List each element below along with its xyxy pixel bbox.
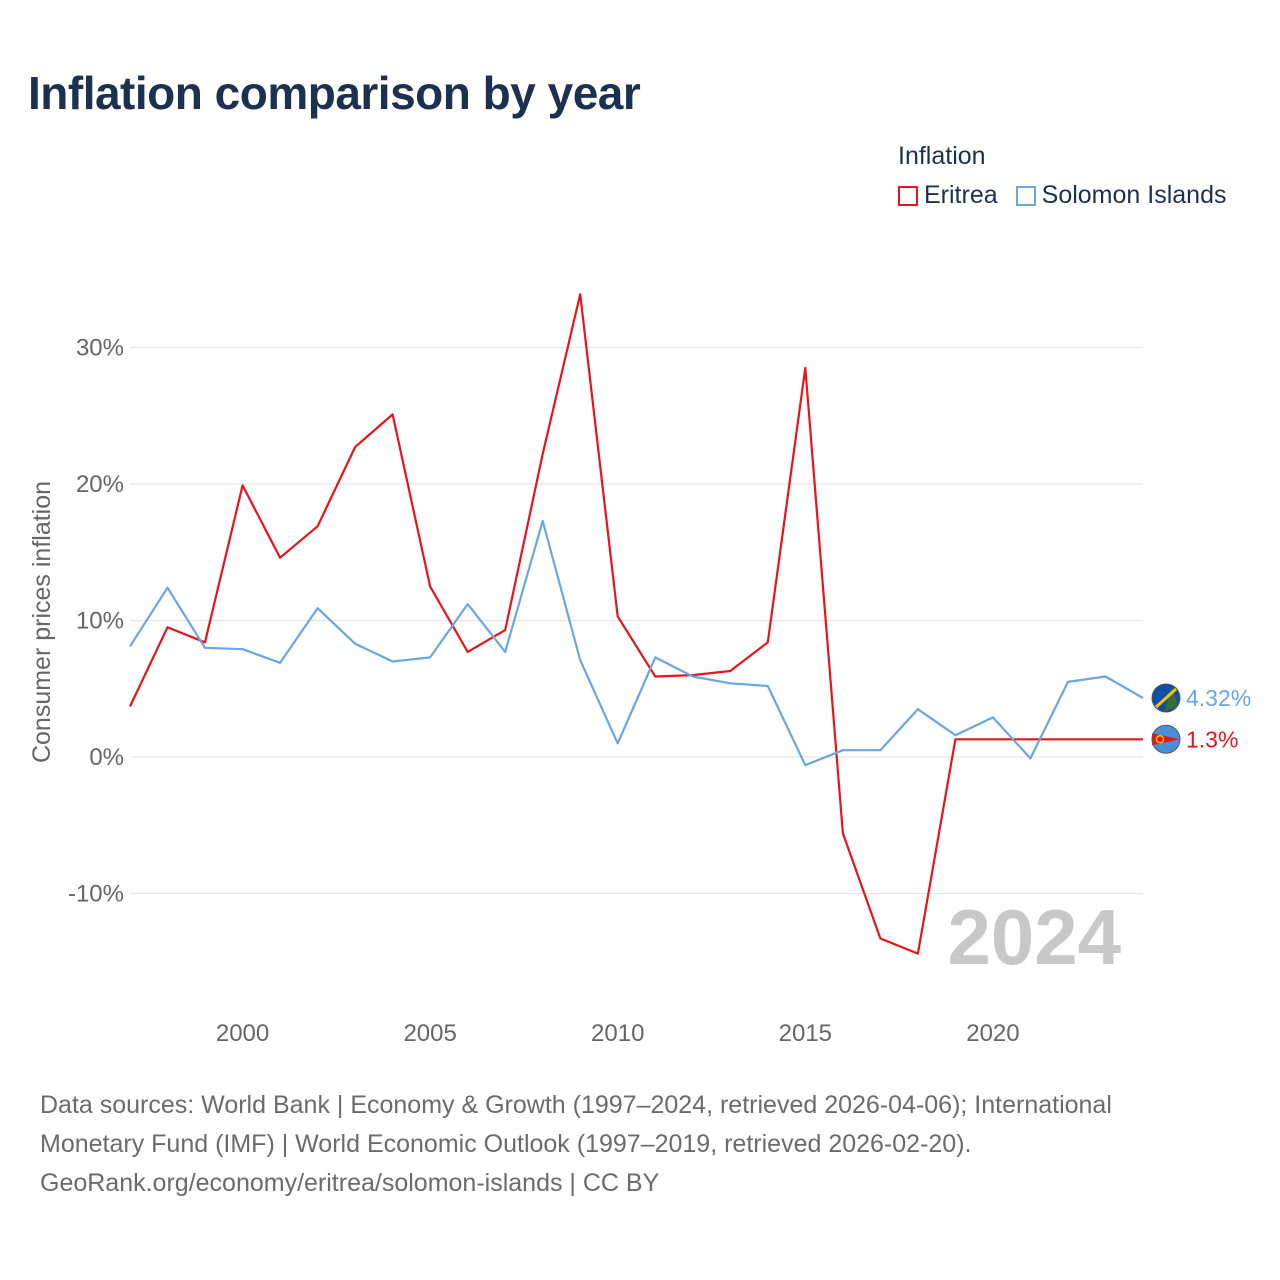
legend-swatch-solomon-islands xyxy=(1015,185,1036,206)
y-axis-ticks: 30% 20% 10% 0% -10% xyxy=(68,335,124,908)
end-marker-solomon-islands xyxy=(1151,683,1181,713)
y-tick-label: 0% xyxy=(89,744,124,771)
legend-title: Inflation xyxy=(898,142,986,170)
footer-source-line-1: Data sources: World Bank | Economy & Gro… xyxy=(40,1091,1112,1119)
y-tick-label: 10% xyxy=(76,608,124,635)
y-tick-label: 20% xyxy=(76,471,124,498)
legend-swatch-eritrea xyxy=(898,185,918,206)
flag-outline xyxy=(1151,683,1181,713)
legend-item-solomon-islands[interactable]: Solomon Islands xyxy=(1015,181,1227,210)
x-axis-ticks: 2000 2005 2010 2015 2020 xyxy=(216,1020,1020,1047)
flag-emblem xyxy=(1155,735,1165,744)
y-axis-label: Consumer prices inflation xyxy=(28,481,56,763)
chart-title: Inflation comparison by year xyxy=(28,67,641,119)
legend-label-eritrea: Eritrea xyxy=(924,181,998,209)
x-tick-label: 2010 xyxy=(591,1020,644,1047)
x-tick-label: 2020 xyxy=(966,1020,1019,1047)
y-tick-label: 30% xyxy=(76,335,124,362)
flag-stripe xyxy=(1153,686,1179,710)
series-lines xyxy=(129,293,1144,955)
footer: Data sources: World Bank | Economy & Gro… xyxy=(40,1086,1240,1203)
year-watermark: 2024 xyxy=(947,893,1121,981)
footer-attribution[interactable]: GeoRank.org/economy/eritrea/solomon-isla… xyxy=(40,1169,660,1197)
end-markers: 1.3% 4.32% xyxy=(1151,683,1251,754)
line-chart: 30% 20% 10% 0% -10% 2000 2005 2010 2015 2020 Con… xyxy=(28,293,1251,1047)
end-marker-eritrea xyxy=(1151,724,1181,754)
flag-outline xyxy=(1151,724,1181,754)
series-line-solomon-islands xyxy=(129,519,1144,767)
footer-source-line-2: Monetary Fund (IMF) | World Economic Out… xyxy=(40,1130,972,1158)
end-value-label-eritrea: 1.3% xyxy=(1186,726,1238,752)
flag-green xyxy=(1164,686,1178,713)
y-tick-label: -10% xyxy=(68,881,124,908)
x-tick-label: 2000 xyxy=(216,1020,269,1047)
x-tick-label: 2005 xyxy=(403,1020,456,1047)
gridlines xyxy=(130,346,1143,895)
legend: Inflation Eritrea Solomon Islands xyxy=(898,142,1226,210)
legend-item-eritrea[interactable]: Eritrea xyxy=(898,181,998,210)
end-value-label-solomon-islands: 4.32% xyxy=(1186,685,1251,711)
series-line-eritrea xyxy=(129,293,1143,955)
x-tick-label: 2015 xyxy=(779,1020,832,1047)
legend-label-solomon-islands: Solomon Islands xyxy=(1041,181,1227,209)
